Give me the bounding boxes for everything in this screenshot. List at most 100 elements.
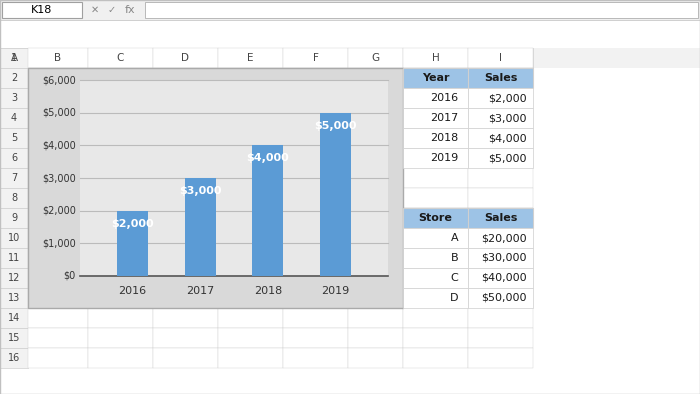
Bar — [283, 188, 348, 208]
Bar — [88, 108, 153, 128]
Text: G: G — [372, 53, 379, 63]
Bar — [0, 48, 28, 68]
Bar — [283, 48, 348, 68]
Text: F: F — [313, 53, 319, 63]
Bar — [283, 308, 348, 328]
Bar — [0, 48, 700, 68]
Text: 2018: 2018 — [254, 286, 282, 296]
Bar — [283, 68, 348, 88]
Bar — [218, 148, 283, 168]
Text: ✕: ✕ — [91, 5, 99, 15]
Bar — [468, 288, 533, 308]
Bar — [403, 348, 468, 368]
Text: 10: 10 — [8, 233, 20, 243]
Bar — [468, 188, 533, 208]
Bar — [88, 288, 153, 308]
Text: 2017: 2017 — [430, 113, 459, 123]
Bar — [218, 248, 283, 268]
Text: D: D — [449, 293, 459, 303]
Text: ✓: ✓ — [108, 5, 116, 15]
Bar — [28, 268, 88, 288]
Text: B: B — [55, 53, 62, 63]
Bar — [153, 288, 218, 308]
Text: 16: 16 — [8, 353, 20, 363]
Bar — [348, 88, 403, 108]
Bar — [2, 2, 82, 18]
Bar — [28, 108, 88, 128]
Bar — [218, 168, 283, 188]
Bar — [153, 148, 218, 168]
Bar — [153, 108, 218, 128]
Text: 12: 12 — [8, 273, 20, 283]
Bar — [468, 88, 533, 108]
Text: 7: 7 — [11, 173, 17, 183]
Bar — [468, 228, 533, 248]
Bar — [88, 48, 153, 68]
Bar — [253, 145, 284, 276]
Bar — [0, 328, 28, 348]
Bar — [218, 208, 283, 228]
Bar — [80, 80, 388, 276]
Bar — [403, 88, 468, 108]
Bar — [403, 148, 468, 168]
Text: $5,000: $5,000 — [488, 153, 526, 163]
Bar — [0, 0, 700, 20]
Text: $3,000: $3,000 — [488, 113, 526, 123]
Bar — [283, 88, 348, 108]
Bar — [218, 68, 283, 88]
Bar — [348, 48, 403, 68]
Text: Sales: Sales — [484, 73, 517, 83]
Bar — [283, 348, 348, 368]
Bar — [403, 208, 468, 228]
Bar — [348, 348, 403, 368]
Bar — [348, 228, 403, 248]
Bar — [403, 128, 468, 148]
Bar — [117, 211, 148, 276]
Text: A: A — [451, 233, 458, 243]
Bar — [153, 68, 218, 88]
Bar — [348, 128, 403, 148]
Bar — [468, 88, 533, 108]
Bar — [218, 268, 283, 288]
Bar — [468, 228, 533, 248]
Bar — [88, 88, 153, 108]
Bar — [348, 148, 403, 168]
Bar — [218, 348, 283, 368]
Bar — [88, 168, 153, 188]
Bar — [153, 268, 218, 288]
Bar — [348, 48, 403, 68]
Bar — [403, 188, 468, 208]
Bar — [0, 128, 28, 148]
Bar — [0, 68, 28, 88]
Bar — [153, 348, 218, 368]
Bar — [218, 48, 283, 68]
Bar — [28, 48, 88, 68]
Bar — [28, 188, 88, 208]
Text: 2019: 2019 — [430, 153, 459, 163]
Bar — [403, 228, 468, 248]
Text: $5,000: $5,000 — [42, 108, 76, 118]
Bar — [283, 208, 348, 228]
Text: $50,000: $50,000 — [481, 293, 526, 303]
Bar — [28, 68, 403, 308]
Bar — [468, 208, 533, 228]
Bar — [218, 108, 283, 128]
Bar — [320, 113, 351, 276]
Bar — [28, 308, 88, 328]
Bar — [218, 188, 283, 208]
Bar — [403, 288, 468, 308]
Bar — [88, 128, 153, 148]
Bar — [403, 208, 468, 228]
Bar — [145, 2, 698, 18]
Bar — [468, 308, 533, 328]
Text: $1,000: $1,000 — [42, 238, 76, 248]
Text: $20,000: $20,000 — [481, 233, 526, 243]
Text: Store: Store — [419, 213, 452, 223]
Bar — [348, 68, 403, 88]
Text: 2016: 2016 — [118, 286, 146, 296]
Text: 2018: 2018 — [430, 133, 459, 143]
Bar — [218, 328, 283, 348]
Text: 13: 13 — [8, 293, 20, 303]
Bar — [348, 288, 403, 308]
Bar — [468, 348, 533, 368]
